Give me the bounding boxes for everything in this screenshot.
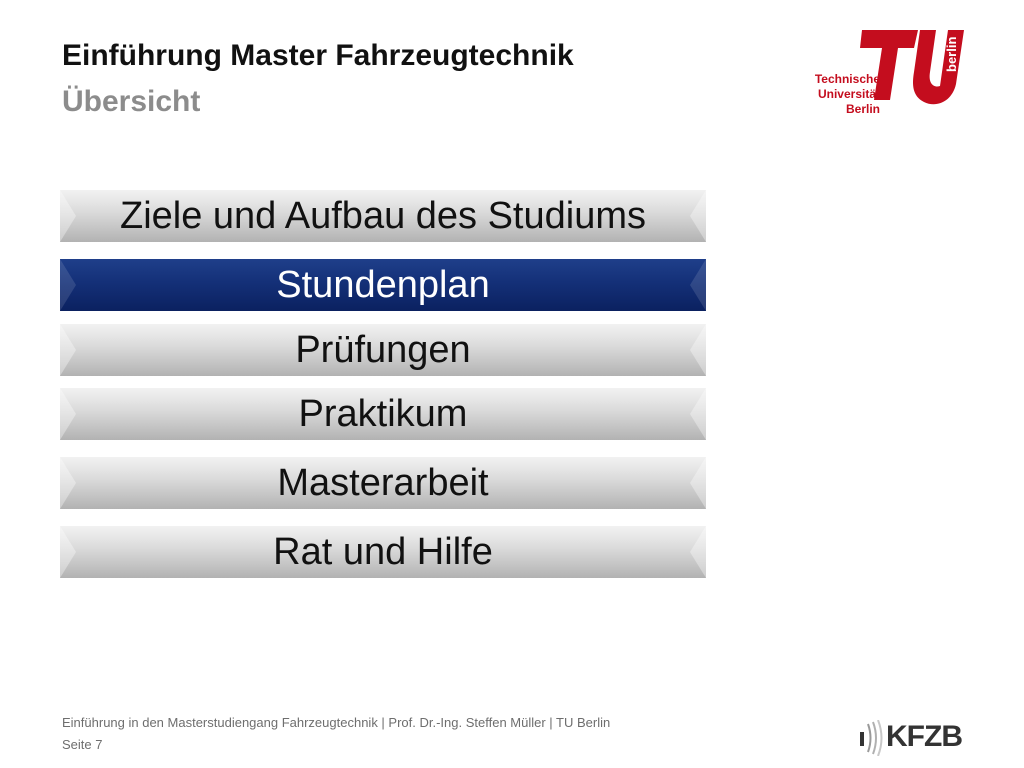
menu-item-label: Masterarbeit xyxy=(277,462,489,504)
tu-logo-line-2: Universität xyxy=(817,87,880,101)
menu-item-masterarbeit[interactable]: Masterarbeit xyxy=(60,457,706,509)
tu-logo-mark-icon: berlin xyxy=(860,30,964,105)
menu-item-label: Rat und Hilfe xyxy=(273,531,493,573)
kfzb-logo: KFZB xyxy=(858,718,968,758)
menu-item-label: Ziele und Aufbau des Studiums xyxy=(119,195,646,237)
tu-logo-line-3: Berlin xyxy=(845,102,880,116)
tu-logo-mark-text: berlin xyxy=(944,37,959,72)
tu-logo-line-1: Technische xyxy=(814,72,880,86)
tu-berlin-logo: berlin Technische Universität Berlin xyxy=(808,28,968,124)
tu-logo-wordmark: Technische Universität Berlin xyxy=(808,72,880,117)
menu-item-pruefungen[interactable]: Prüfungen xyxy=(60,324,706,376)
menu-item-praktikum[interactable]: Praktikum xyxy=(60,388,706,440)
slide-title: Einführung Master Fahrzeugtechnik xyxy=(62,39,574,72)
kfzb-wordmark: KFZB xyxy=(886,720,963,753)
menu-item-stundenplan[interactable]: Stundenplan xyxy=(60,259,706,311)
footer-text: Einführung in den Masterstudiengang Fahr… xyxy=(62,715,611,730)
sound-waves-icon xyxy=(860,720,883,756)
page-number: Seite 7 xyxy=(62,737,103,752)
menu-item-rat-und-hilfe[interactable]: Rat und Hilfe xyxy=(60,526,706,578)
menu-item-label: Praktikum xyxy=(298,393,468,435)
menu-item-label: Prüfungen xyxy=(295,329,471,371)
slide-subtitle: Übersicht xyxy=(62,85,201,118)
menu-item-ziele[interactable]: Ziele und Aufbau des Studiums xyxy=(60,190,706,242)
menu-item-label: Stundenplan xyxy=(276,264,490,306)
